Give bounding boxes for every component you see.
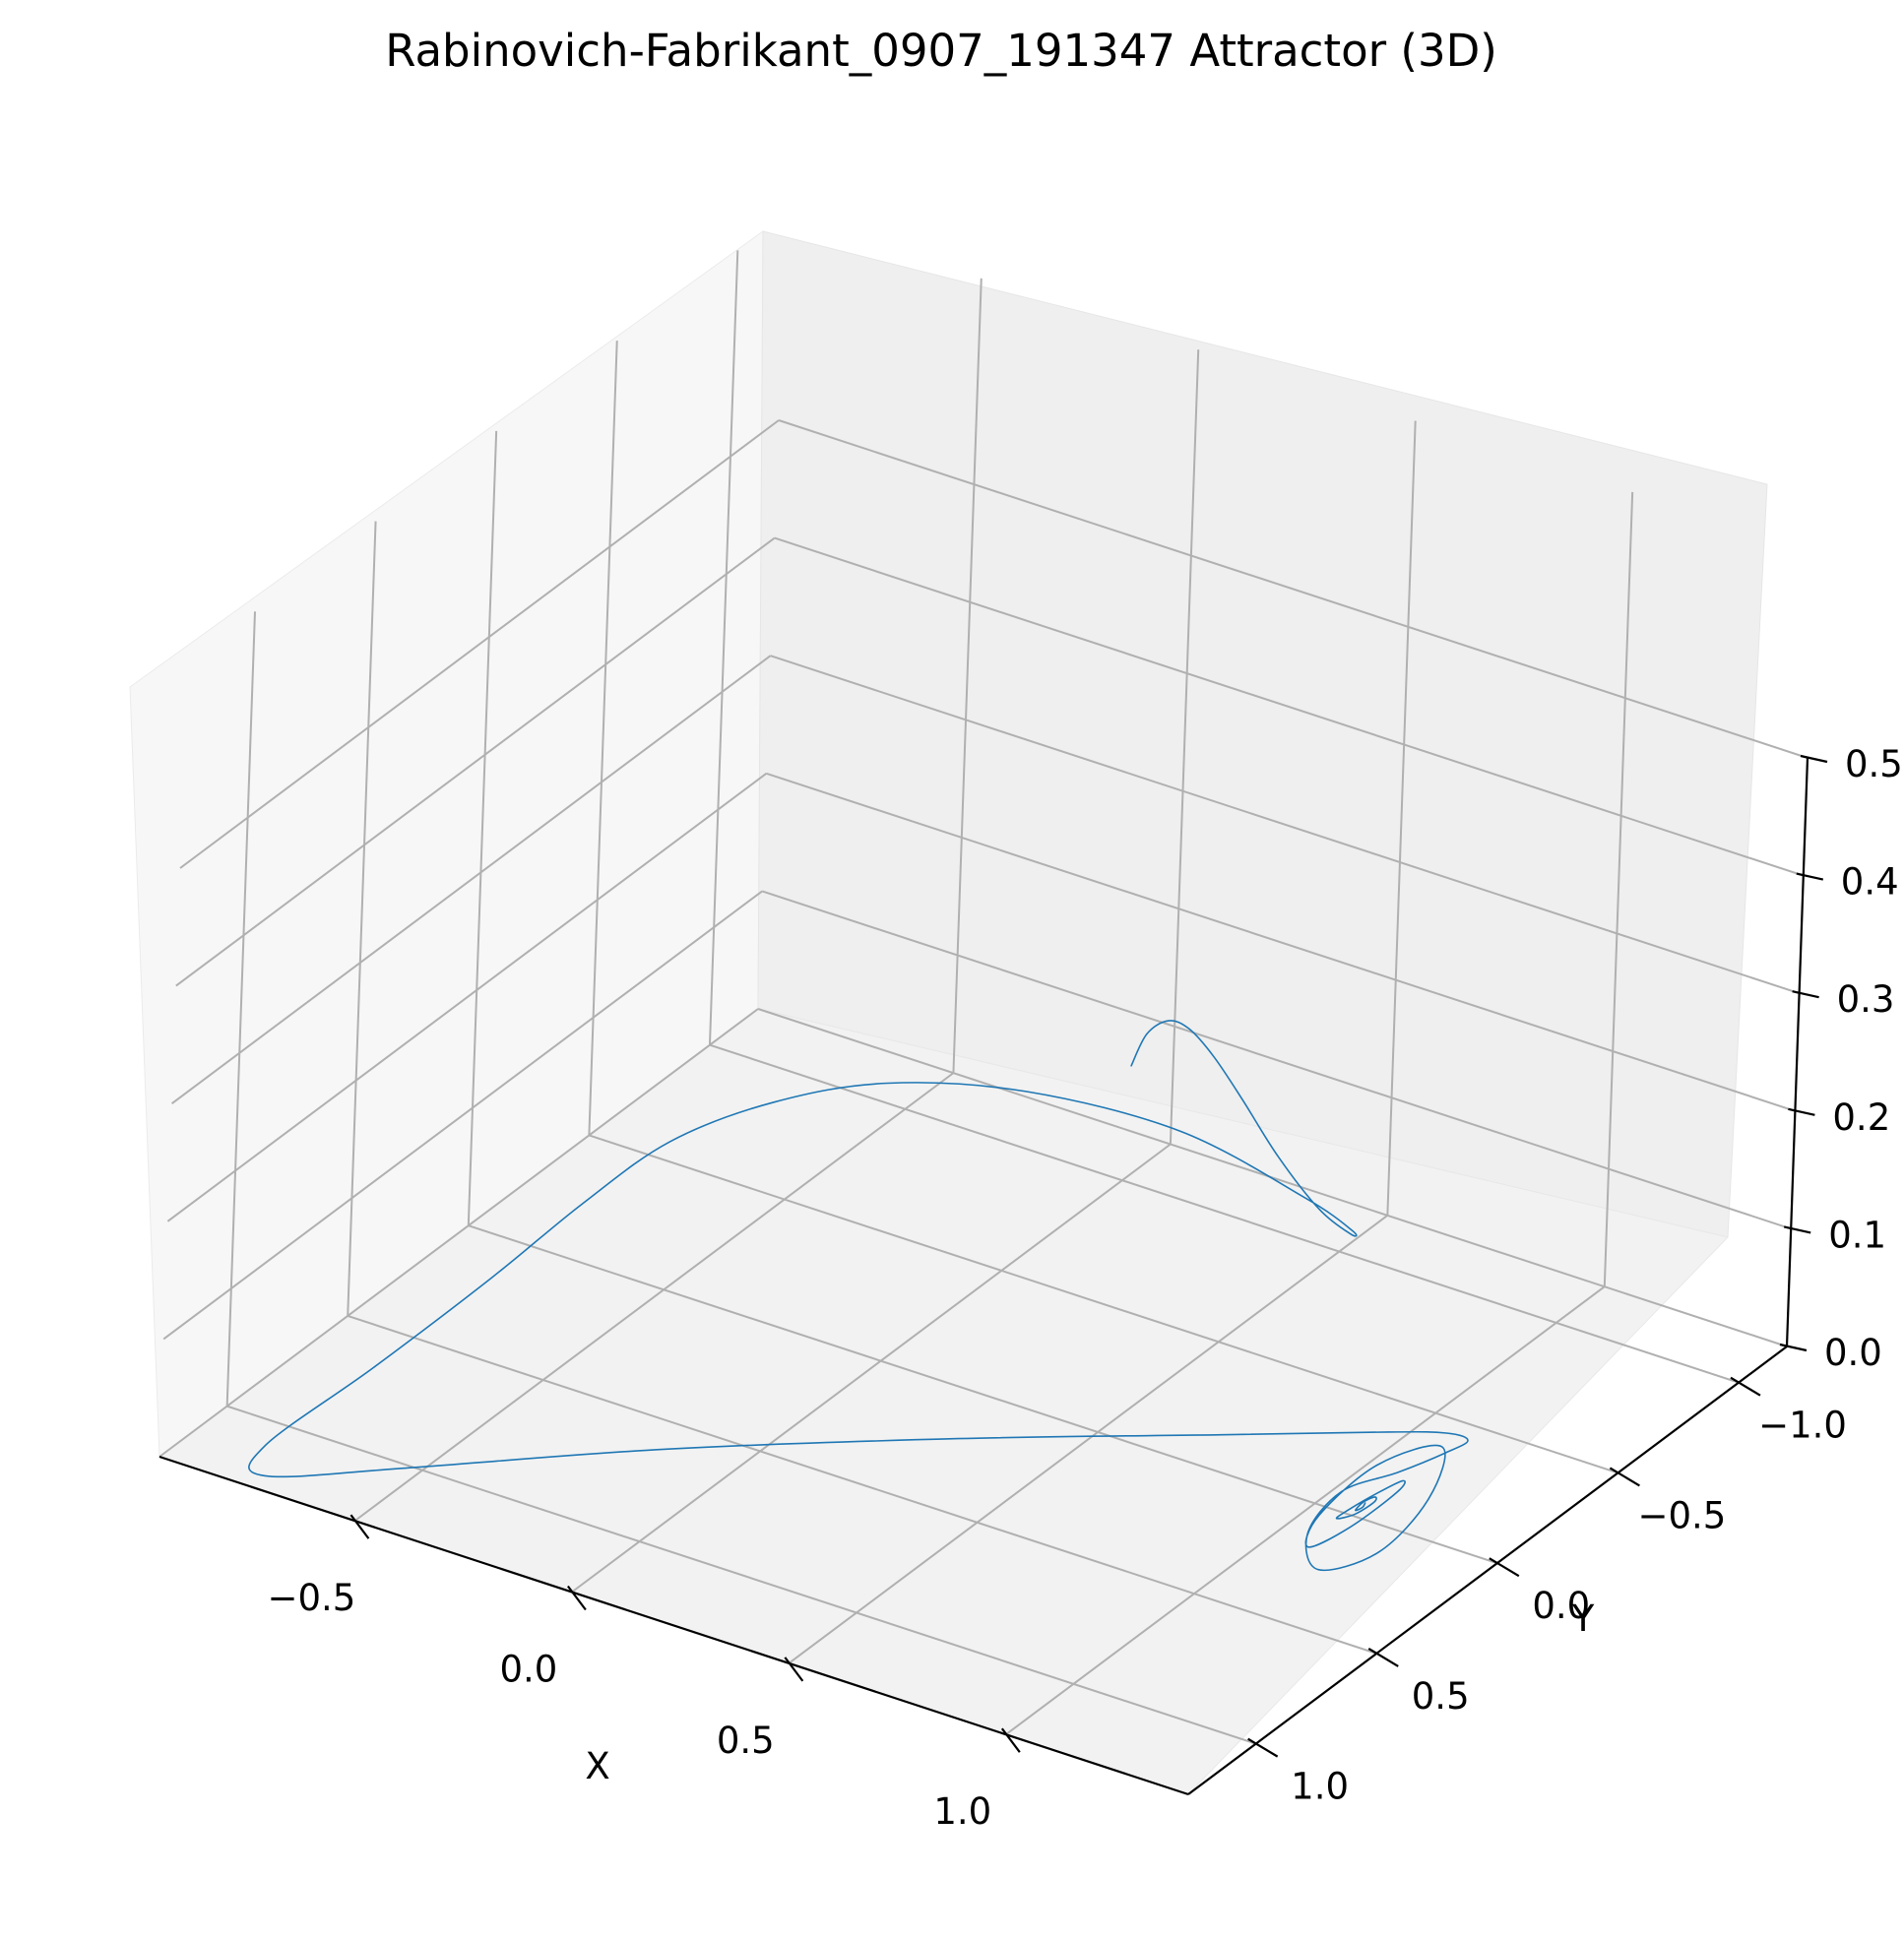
x-wall-gridline (1169, 349, 1200, 1145)
z-tick-label: 0.2 (1832, 1096, 1890, 1139)
x-floor-gridline (353, 1072, 955, 1522)
x-wall-gridline (1603, 491, 1634, 1287)
x-tick-mark (784, 1657, 804, 1682)
y-tick-label: −1.0 (1758, 1405, 1847, 1447)
x-tick-mark (1000, 1727, 1021, 1753)
z-back-gridline (774, 536, 1805, 877)
y-tick-mark (1367, 1647, 1399, 1667)
z-left-gridline (175, 536, 776, 987)
axis-panes (129, 230, 1768, 1795)
y-wall-gridline (467, 430, 498, 1226)
z-left-gridline (179, 419, 780, 869)
y-tick-label: 0.5 (1412, 1675, 1470, 1718)
x-axis-line (159, 1455, 1189, 1796)
x-tick-label: 0.0 (499, 1649, 557, 1691)
z-tick-label: 0.3 (1837, 978, 1895, 1021)
y-floor-gridline (709, 1043, 1740, 1384)
z-left-gridline (162, 890, 763, 1341)
y-wall-gridline (225, 611, 256, 1407)
x-tick-label: 1.0 (933, 1790, 991, 1833)
x-floor-gridline (1005, 1285, 1606, 1736)
z-tick-label: 0.4 (1841, 861, 1899, 904)
y-wall-gridline (708, 250, 739, 1045)
x-wall-gridline (1386, 420, 1417, 1216)
z-tick-mark (1796, 872, 1824, 881)
z-axis-line (1785, 757, 1809, 1347)
y-tick-mark (1247, 1737, 1279, 1758)
x-wall-gridline (952, 278, 983, 1074)
x-tick-label: −0.5 (267, 1577, 355, 1619)
z-back-gridline (778, 419, 1809, 759)
z-tick-mark (1792, 990, 1819, 999)
trajectory-layer (248, 1020, 1469, 1572)
z-tick-mark (1779, 1343, 1808, 1352)
chart-title: Rabinovich-Fabrikant_0907_191347 Attract… (385, 25, 1497, 77)
z-tick-label: 0.0 (1824, 1332, 1882, 1374)
z-left-gridline (166, 772, 767, 1222)
z-left-gridline (159, 1008, 759, 1458)
y-tick-label: −0.5 (1637, 1494, 1726, 1536)
z-back-gridline (766, 772, 1796, 1112)
z-tick-label: 0.1 (1828, 1214, 1886, 1256)
axis-lines (159, 757, 1809, 1796)
z-tick-mark (1788, 1107, 1815, 1116)
y-axis-label: Y (1571, 1597, 1595, 1640)
x-floor-gridline (788, 1215, 1388, 1664)
y-floor-gridline (589, 1134, 1618, 1474)
plot-3d-axes: −0.5 0.0 0.5 1.0 −1.0 −0.5 0.0 0.5 1.0 0.0 0.1 0.2 0… (129, 230, 1903, 1833)
y-floor-gridline (347, 1314, 1377, 1655)
z-tick-label: 0.5 (1845, 743, 1903, 785)
y-tick-label: 0.0 (1532, 1585, 1590, 1627)
grid-lines (159, 250, 1809, 1745)
z-left-gridline (171, 655, 772, 1105)
x-tick-label: 0.5 (717, 1720, 775, 1762)
x-axis-label: X (585, 1745, 609, 1787)
z-back-gridline (770, 655, 1800, 995)
y-tick-mark (1489, 1557, 1520, 1578)
y-tick-mark (1730, 1376, 1761, 1397)
y-axis-line (1187, 1345, 1788, 1795)
z-tick-mark (1783, 1225, 1811, 1234)
y-tick-mark (1609, 1467, 1640, 1487)
z-tick-mark (1800, 754, 1828, 764)
axis-ticks: −0.5 0.0 0.5 1.0 −1.0 −0.5 0.0 0.5 1.0 0.0 0.1 0.2 0… (267, 743, 1902, 1833)
y-tick-label: 1.0 (1291, 1766, 1349, 1808)
trajectory-line (248, 1020, 1469, 1572)
y-wall-gridline (588, 341, 618, 1136)
x-tick-mark (349, 1514, 370, 1539)
y-wall-gridline (347, 521, 377, 1316)
y-floor-gridline (226, 1405, 1256, 1745)
x-tick-mark (567, 1585, 587, 1611)
x-floor-gridline (571, 1143, 1172, 1594)
z-back-gridline (761, 890, 1792, 1230)
